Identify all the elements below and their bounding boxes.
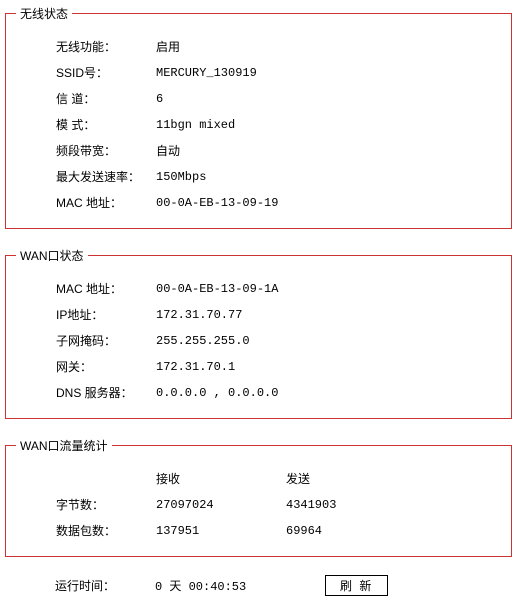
traffic-row: 字节数：270970244341903 [56, 496, 501, 514]
traffic-label: 数据包数： [56, 522, 156, 540]
wan-value: 255.255.255.0 [156, 332, 250, 350]
wireless-row: SSID号：MERCURY_130919 [56, 64, 501, 82]
wireless-label: MAC 地址： [56, 194, 156, 212]
wan-legend: WAN口状态 [16, 247, 88, 264]
wan-value: 00-0A-EB-13-09-1A [156, 280, 278, 298]
wireless-value: 00-0A-EB-13-09-19 [156, 194, 278, 212]
wireless-value: 6 [156, 90, 163, 108]
wan-row: 子网掩码：255.255.255.0 [56, 332, 501, 350]
wireless-label: SSID号： [56, 64, 156, 82]
wireless-row: 无线功能：启用 [56, 38, 501, 56]
wireless-status-fieldset: 无线状态 无线功能：启用SSID号：MERCURY_130919信 道：6模 式… [5, 5, 512, 229]
traffic-header-recv: 接收 [156, 470, 286, 488]
traffic-send-value: 69964 [286, 522, 406, 540]
wan-row: MAC 地址：00-0A-EB-13-09-1A [56, 280, 501, 298]
wireless-content: 无线功能：启用SSID号：MERCURY_130919信 道：6模 式：11bg… [6, 22, 511, 228]
wan-label: IP地址： [56, 306, 156, 324]
wan-label: MAC 地址： [56, 280, 156, 298]
wireless-label: 频段带宽： [56, 142, 156, 160]
wireless-value: 150Mbps [156, 168, 206, 186]
traffic-stats-fieldset: WAN口流量统计 接收 发送 字节数：270970244341903 数据包数：1… [5, 437, 512, 557]
uptime-row: 运行时间： 0 天 00:40:53 刷 新 [5, 575, 512, 596]
traffic-label: 字节数： [56, 496, 156, 514]
wan-label: DNS 服务器： [56, 384, 156, 402]
wan-value: 0.0.0.0 , 0.0.0.0 [156, 384, 278, 402]
wireless-row: 频段带宽：自动 [56, 142, 501, 160]
wan-value: 172.31.70.1 [156, 358, 235, 376]
wireless-label: 信 道： [56, 90, 156, 108]
traffic-header-row: 接收 发送 [56, 470, 501, 488]
wireless-label: 无线功能： [56, 38, 156, 56]
wireless-value: MERCURY_130919 [156, 64, 257, 82]
wireless-value: 自动 [156, 142, 180, 160]
traffic-row: 数据包数：13795169964 [56, 522, 501, 540]
wan-value: 172.31.70.77 [156, 306, 242, 324]
wireless-row: 最大发送速率：150Mbps [56, 168, 501, 186]
wireless-value: 11bgn mixed [156, 116, 235, 134]
refresh-button[interactable]: 刷 新 [325, 575, 388, 596]
wan-content: MAC 地址：00-0A-EB-13-09-1AIP地址：172.31.70.7… [6, 264, 511, 418]
traffic-legend: WAN口流量统计 [16, 437, 112, 454]
wan-row: DNS 服务器：0.0.0.0 , 0.0.0.0 [56, 384, 501, 402]
traffic-header-empty [56, 470, 156, 488]
wireless-legend: 无线状态 [16, 5, 72, 22]
wan-label: 网关： [56, 358, 156, 376]
wan-row: IP地址：172.31.70.77 [56, 306, 501, 324]
wireless-row: MAC 地址：00-0A-EB-13-09-19 [56, 194, 501, 212]
wan-label: 子网掩码： [56, 332, 156, 350]
uptime-value: 0 天 00:40:53 [155, 577, 325, 594]
traffic-recv-value: 137951 [156, 522, 286, 540]
traffic-header-send: 发送 [286, 470, 406, 488]
traffic-send-value: 4341903 [286, 496, 406, 514]
wireless-row: 模 式：11bgn mixed [56, 116, 501, 134]
wan-row: 网关：172.31.70.1 [56, 358, 501, 376]
traffic-recv-value: 27097024 [156, 496, 286, 514]
wireless-value: 启用 [156, 38, 180, 56]
wireless-label: 模 式： [56, 116, 156, 134]
uptime-label: 运行时间： [55, 577, 155, 594]
wireless-row: 信 道：6 [56, 90, 501, 108]
wan-status-fieldset: WAN口状态 MAC 地址：00-0A-EB-13-09-1AIP地址：172.… [5, 247, 512, 419]
wireless-label: 最大发送速率： [56, 168, 156, 186]
traffic-content: 接收 发送 字节数：270970244341903 数据包数：1379516996… [6, 454, 511, 556]
